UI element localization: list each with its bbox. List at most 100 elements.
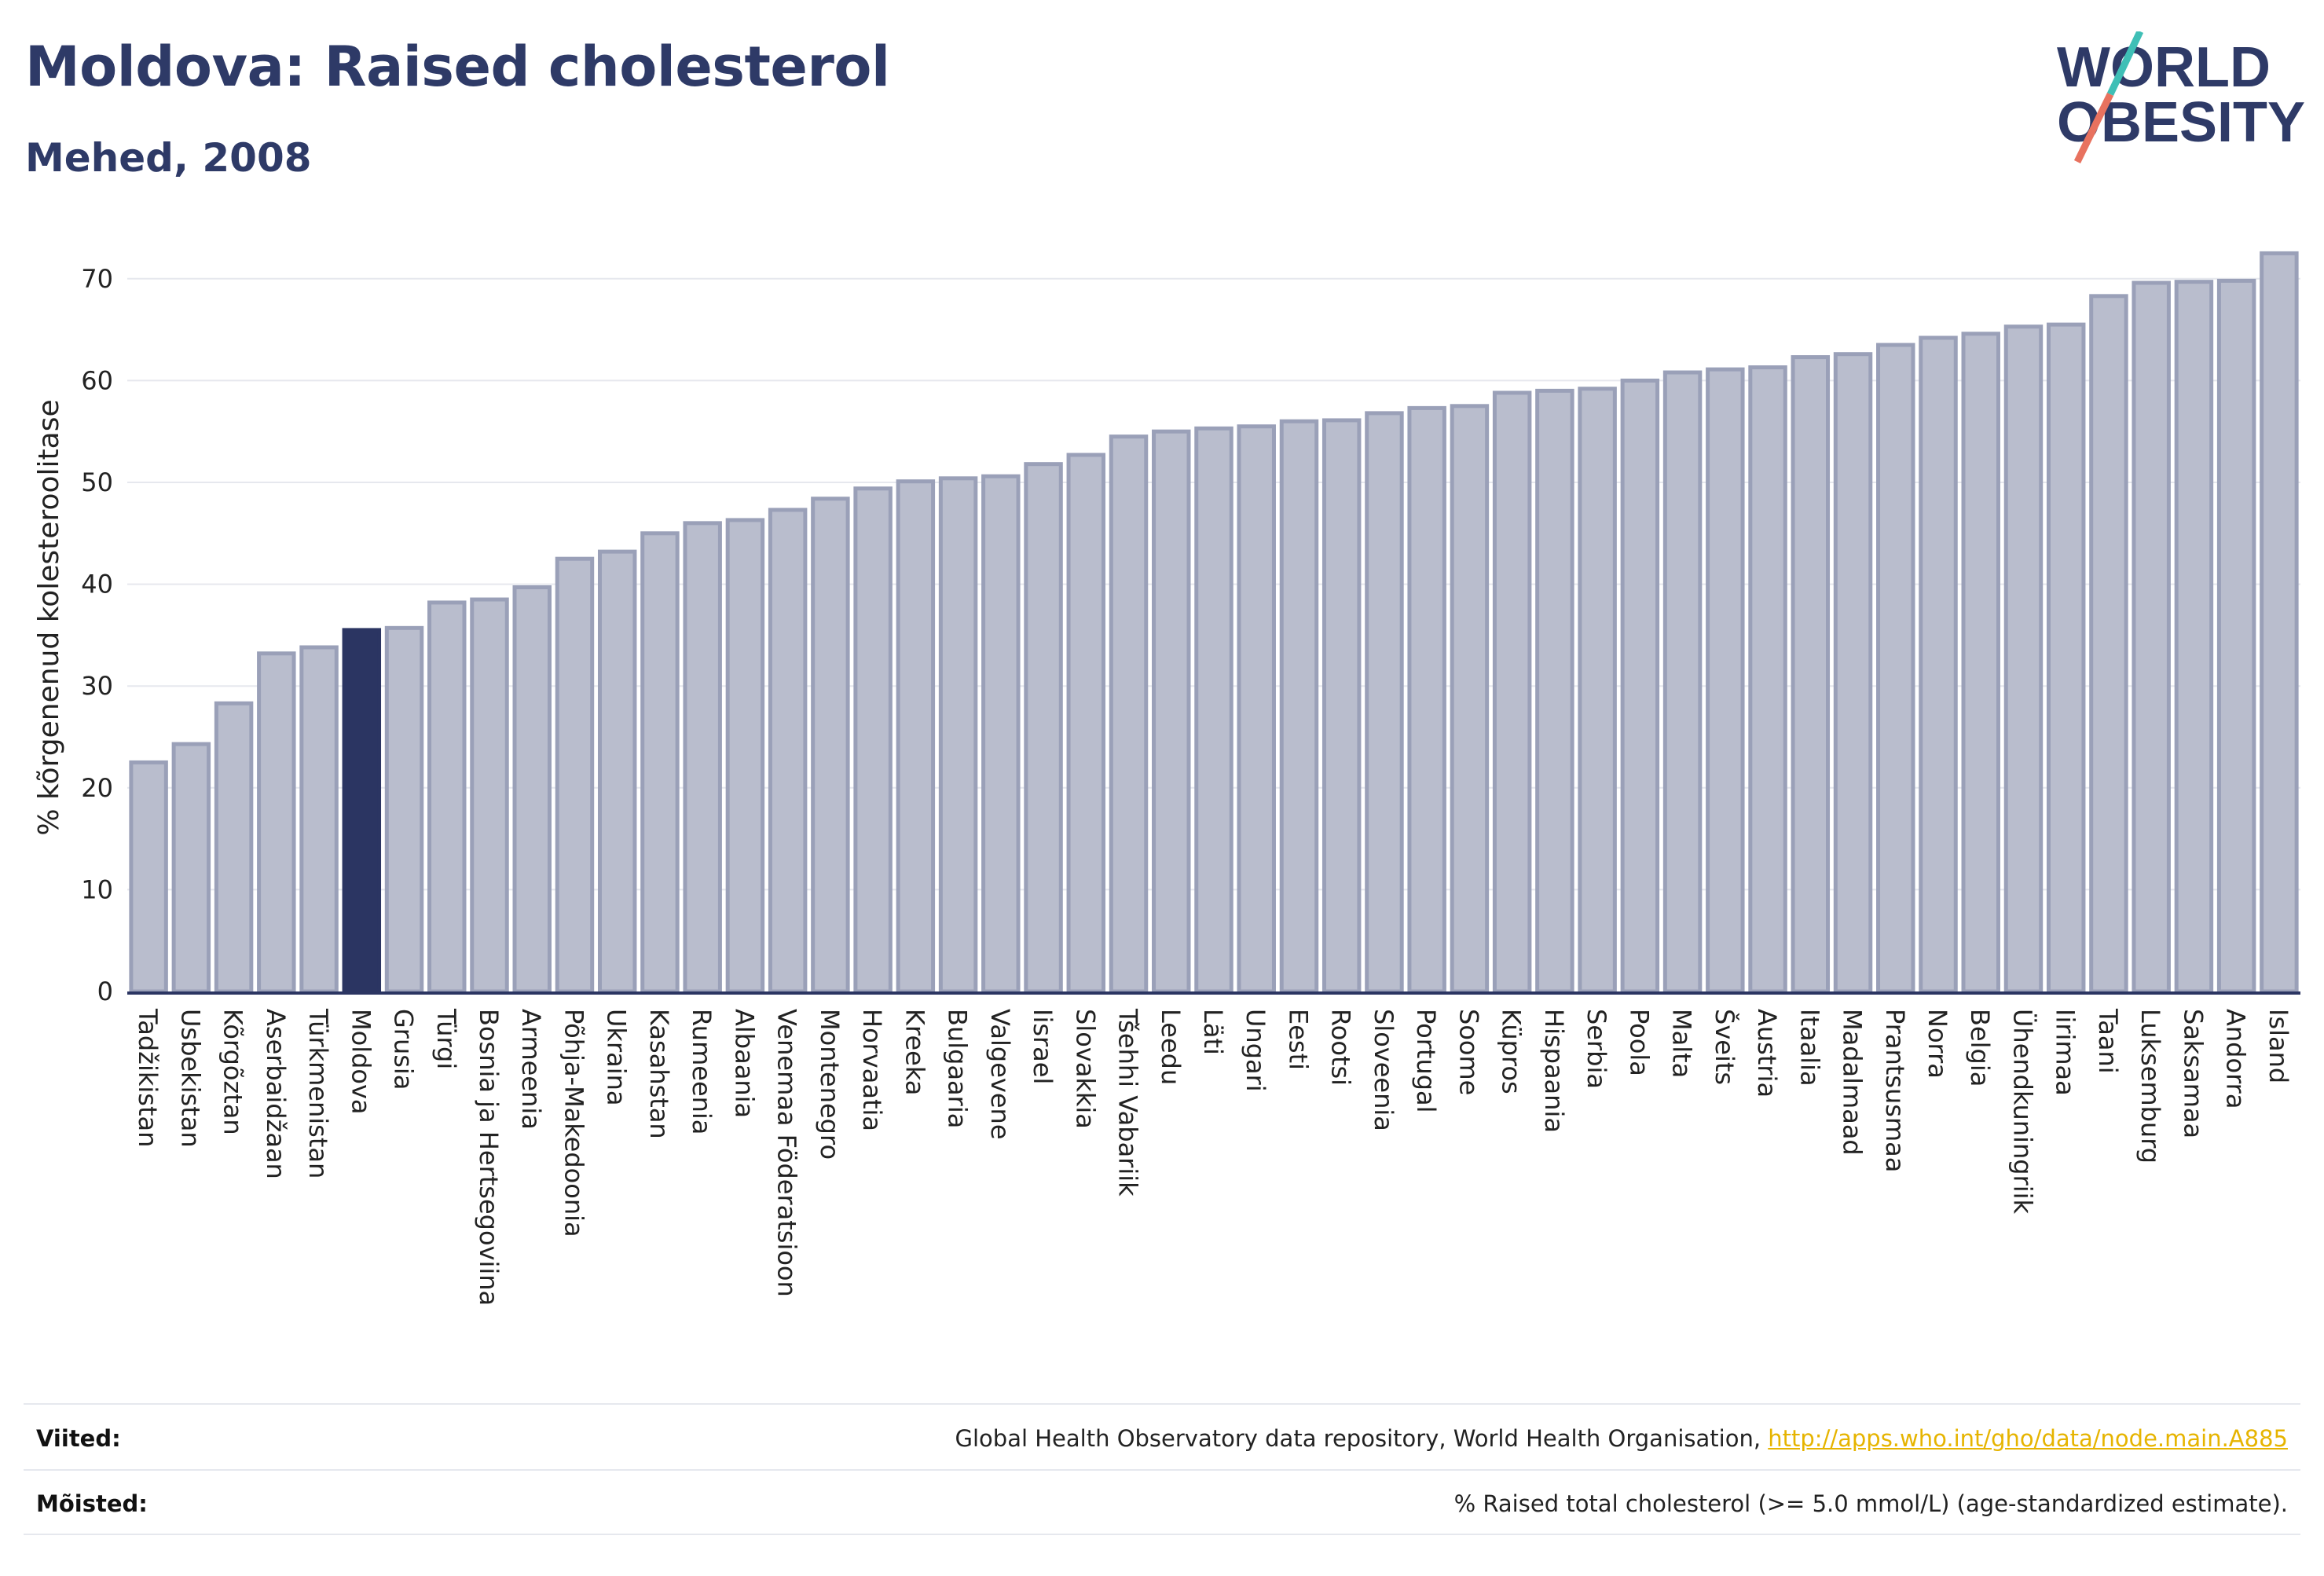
definitions-value: % Raised total cholesterol (>= 5.0 mmol/… <box>1453 1490 2288 1517</box>
bar <box>853 486 893 994</box>
bar <box>384 625 424 994</box>
x-tick-label: Soome <box>1453 1009 1483 1095</box>
bar <box>1450 404 1490 994</box>
x-tick-label: Grusia <box>389 1009 419 1090</box>
y-tick-label: 0 <box>97 977 113 1006</box>
x-tick-label: Bulgaaria <box>943 1009 973 1128</box>
x-tick-label: Bosnia ja Hertsegoviina <box>474 1009 504 1306</box>
bar-chart: 0 10 20 30 40 50 60 70 Tadžikistan Usbekistan Kõr… <box>33 251 2300 1306</box>
bar <box>1066 453 1106 994</box>
x-tick-label: Saksamaa <box>2178 1009 2208 1138</box>
x-tick-label: Eesti <box>1283 1009 1313 1070</box>
bar <box>896 479 936 994</box>
bar <box>470 597 509 994</box>
bars <box>129 251 2299 994</box>
x-tick-label: Aserbaidžaan <box>261 1009 291 1179</box>
bar <box>1620 378 1660 994</box>
x-tick-labels: Tadžikistan Usbekistan Kõrgõztan Aserbaidža… <box>133 1008 2293 1306</box>
x-tick-label: Põhja-Makedoonia <box>559 1009 588 1237</box>
bar <box>1365 411 1404 994</box>
x-tick-label: Türgi <box>431 1008 461 1069</box>
y-tick-label: 20 <box>81 773 113 803</box>
x-tick-label: Iirimaa <box>2051 1009 2080 1096</box>
bar <box>1109 434 1149 994</box>
bar <box>1876 343 1915 994</box>
y-tick-labels: 0 10 20 30 40 50 60 70 <box>81 264 113 1006</box>
bar <box>1279 419 1319 994</box>
bar <box>171 742 211 994</box>
logo-line-1: WORLD <box>2057 36 2271 99</box>
x-tick-label: Rumeenia <box>687 1009 717 1134</box>
chart-title: Moldova: Raised cholesterol <box>25 35 890 99</box>
x-tick-label: Läti <box>1198 1009 1228 1055</box>
x-tick-label: Türkmenistan <box>303 1008 333 1178</box>
y-tick-label: 10 <box>81 874 113 904</box>
x-tick-label: Malta <box>1667 1009 1697 1078</box>
bar <box>1833 352 1873 994</box>
x-tick-label: Itaalia <box>1794 1009 1824 1087</box>
y-tick-label: 70 <box>81 264 113 294</box>
definitions-label: Mõisted: <box>36 1490 148 1517</box>
x-tick-label: Küpros <box>1497 1009 1527 1094</box>
bar <box>938 476 978 994</box>
bar <box>555 556 595 994</box>
sources-link[interactable]: http://apps.who.int/gho/data/node.main.A… <box>1768 1425 2288 1452</box>
bar <box>129 760 168 994</box>
x-tick-label: Luksemburg <box>2135 1009 2165 1164</box>
bar <box>512 585 552 994</box>
logo-slash-teal <box>2106 31 2144 96</box>
x-tick-label: Armeenia <box>516 1009 546 1130</box>
x-tick-label: Iisrael <box>1028 1009 1058 1084</box>
bar <box>725 518 765 994</box>
bar <box>597 549 637 994</box>
x-tick-label: Ungari <box>1241 1009 1270 1092</box>
bar <box>1961 332 2000 994</box>
x-tick-label: Venemaa Föderatsioon <box>772 1009 802 1297</box>
bar <box>811 497 850 994</box>
x-tick-label: Horvaatia <box>857 1009 887 1131</box>
logo-slash-coral <box>2073 93 2114 163</box>
x-tick-label: Leedu <box>1156 1009 1186 1085</box>
x-tick-label: Norra <box>1923 1009 1952 1079</box>
x-tick-label: Rootsi <box>1326 1009 1356 1086</box>
x-tick-label: Prantsusmaa <box>1880 1009 1910 1172</box>
y-tick-label: 40 <box>81 570 113 599</box>
bar <box>2046 322 2086 994</box>
bar <box>214 701 254 994</box>
x-tick-label: Slovakkia <box>1070 1009 1100 1129</box>
x-tick-label: Valgevene <box>985 1009 1015 1140</box>
bar <box>1748 365 1787 994</box>
bar <box>1919 335 1958 994</box>
bar <box>1492 390 1532 994</box>
bar <box>1024 462 1063 994</box>
bar <box>683 521 722 994</box>
bar <box>2089 294 2128 994</box>
bar <box>1535 388 1574 994</box>
x-tick-label: Belgia <box>1965 1009 1995 1087</box>
x-tick-label: Ühendkuningriik <box>2007 1009 2037 1215</box>
bar <box>1578 387 1617 994</box>
bar <box>257 651 296 994</box>
y-tick-label: 60 <box>81 365 113 395</box>
bar <box>1194 426 1233 994</box>
x-tick-label: Šveits <box>1710 1009 1740 1085</box>
bar <box>1237 424 1276 994</box>
x-tick-label: Kõrgõztan <box>218 1009 248 1135</box>
x-tick-label: Kasahstan <box>644 1009 674 1139</box>
bar <box>2216 278 2256 994</box>
x-tick-label: Poola <box>1624 1009 1654 1076</box>
bar <box>1706 367 1745 994</box>
sources-label: Viited: <box>36 1425 121 1452</box>
bar <box>640 531 680 994</box>
x-tick-label: Usbekistan <box>175 1009 205 1148</box>
bar <box>2003 324 2044 994</box>
y-axis-label: % kõrgenenud kolesteroolitase <box>33 399 65 835</box>
bar <box>1152 429 1191 994</box>
sources-text: Global Health Observatory data repositor… <box>955 1425 1769 1452</box>
footer-divider-bottom <box>24 1534 2300 1535</box>
bar <box>1662 370 1703 994</box>
bar <box>981 474 1021 994</box>
world-obesity-logo: WORLD OBESITY <box>2057 31 2305 163</box>
bar <box>1321 418 1362 994</box>
bar <box>427 600 467 994</box>
